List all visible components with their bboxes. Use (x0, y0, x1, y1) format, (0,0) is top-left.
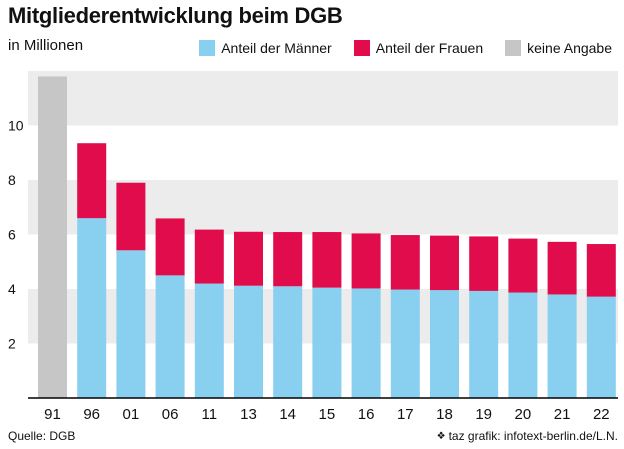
bar-women (351, 233, 381, 289)
x-tick-label: 11 (202, 406, 218, 423)
x-tick-label: 21 (554, 406, 571, 423)
bar-women (390, 235, 420, 290)
x-tick-label: 19 (475, 406, 492, 423)
y-tick-label: 6 (8, 227, 16, 243)
legend-item-unknown: keine Angabe (505, 40, 612, 56)
bar-men (77, 218, 107, 398)
paw-icon: ❖ (436, 430, 446, 442)
bar-men (430, 290, 459, 398)
bar-men (194, 283, 224, 398)
x-tick-label: 18 (436, 406, 453, 423)
legend-label-women: Anteil der Frauen (375, 40, 484, 56)
bar-women (508, 238, 538, 293)
x-tick-label: 96 (83, 406, 100, 423)
bar-women (116, 182, 146, 251)
x-tick-label: 20 (515, 406, 532, 423)
bar-men (312, 287, 342, 398)
x-tick-label: 22 (593, 406, 610, 423)
bar-men (469, 290, 499, 398)
y-tick-label: 2 (8, 336, 16, 352)
bar-men (351, 288, 381, 398)
bar-women (273, 232, 303, 287)
y-tick-label: 8 (8, 172, 16, 188)
bar-men (234, 285, 263, 398)
bar-men (390, 289, 420, 398)
legend-label-men: Anteil der Männer (221, 40, 332, 56)
chart-title: Mitgliederentwicklung beim DGB (8, 3, 343, 28)
bar-men (508, 292, 538, 398)
legend-item-women: Anteil der Frauen (353, 40, 484, 56)
bar-unknown (38, 76, 67, 398)
x-tick-label: 91 (44, 406, 61, 423)
legend-swatch-men (199, 40, 216, 56)
bar-women (469, 236, 499, 291)
source-note: Quelle: DGB (8, 429, 76, 443)
x-tick-label: 06 (162, 406, 179, 423)
x-tick-label: 14 (279, 406, 296, 423)
bar-men (155, 275, 185, 398)
legend-swatch-women (353, 40, 370, 56)
bar-women (155, 218, 185, 276)
y-tick-label: 10 (8, 118, 24, 134)
credit-note: ❖ taz grafik: infotext-berlin.de/L.N. (437, 429, 618, 443)
legend-swatch-unknown (505, 40, 522, 56)
credit-text: taz grafik: infotext-berlin.de/L.N. (448, 429, 618, 443)
x-tick-label: 16 (358, 406, 375, 423)
bar-women (312, 232, 342, 288)
bar-women (194, 229, 224, 284)
legend-label-unknown: keine Angabe (527, 40, 612, 56)
bar-women (430, 235, 459, 291)
x-tick-label: 15 (319, 406, 336, 423)
bar-women (234, 231, 263, 286)
y-tick-label: 4 (8, 281, 16, 297)
x-tick-label: 17 (397, 406, 414, 423)
grid-band (28, 71, 618, 126)
bar-women (547, 241, 577, 295)
x-tick-label: 13 (240, 406, 257, 423)
bar-men (586, 296, 616, 398)
bar-men (547, 294, 577, 398)
bar-men (273, 286, 303, 398)
bar-women (586, 244, 616, 297)
bar-women (77, 143, 107, 219)
chart-subtitle: in Millionen (8, 37, 84, 54)
legend: Anteil der Männer Anteil der Frauen kein… (199, 40, 612, 56)
legend-item-men: Anteil der Männer (199, 40, 332, 56)
bar-men (116, 250, 146, 398)
x-tick-label: 01 (123, 406, 140, 423)
